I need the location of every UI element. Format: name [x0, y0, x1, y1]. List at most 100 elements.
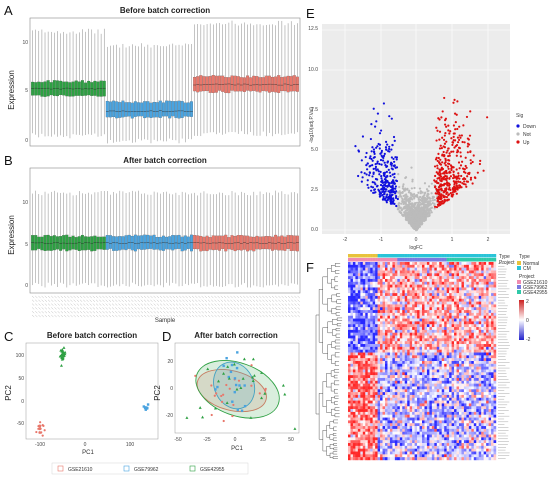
point-GSE42955 [281, 383, 285, 387]
point-GSE21610 [35, 430, 38, 434]
sample-label [156, 303, 160, 306]
point-not [433, 198, 436, 202]
heatmap-cell [426, 262, 430, 266]
point-down [388, 171, 391, 174]
heatmap-cell [444, 298, 447, 302]
point-down [378, 143, 382, 146]
sample-label [111, 311, 115, 314]
point-up [435, 206, 439, 209]
heatmap-cell [404, 329, 408, 333]
heatmap-cell [392, 287, 396, 291]
heatmap-cell [380, 284, 383, 288]
heatmap-cell [476, 293, 479, 297]
point-up [442, 191, 445, 194]
point-not [402, 202, 405, 206]
heatmap-cell [372, 290, 376, 294]
sample-label [249, 307, 252, 310]
heatmap-cell [454, 312, 457, 316]
heatmap-cell [397, 307, 400, 311]
project-annotation-cell [377, 258, 381, 262]
heatmap-cell [463, 295, 467, 299]
sample-label [54, 295, 57, 299]
sample-label [127, 311, 131, 314]
sample-label [175, 299, 179, 302]
heatmap-cell [409, 267, 413, 271]
sample-label [140, 311, 144, 314]
point-GSE42955 [252, 374, 256, 377]
heatmap-cell [382, 321, 386, 325]
heatmap-cell [407, 298, 410, 302]
heatmap-cell [402, 318, 405, 322]
point-up [455, 192, 458, 195]
sample-label [35, 299, 38, 302]
heatmap-cell [375, 341, 378, 345]
heatmap-cell [471, 290, 474, 294]
heatmap-cell [367, 270, 371, 274]
sample-label [191, 303, 195, 306]
heatmap-cell [436, 262, 440, 266]
panel-e-grid [322, 24, 510, 234]
sample-label [147, 295, 150, 299]
box-GSE79962 [180, 101, 184, 118]
sample-label [175, 311, 179, 314]
legend-label-gse42955: GSE42955 [200, 467, 225, 473]
box-GSE42955 [56, 236, 59, 250]
type-annotation-cell [473, 254, 477, 258]
heatmap-cell [478, 338, 482, 342]
box-GSE21610 [214, 235, 218, 250]
heatmap-cell [456, 315, 460, 319]
sample-label [118, 299, 121, 302]
sample-label [86, 303, 89, 306]
type-annotation-cell [394, 254, 398, 258]
heatmap-cell [402, 281, 405, 285]
heatmap-cell [451, 287, 455, 291]
heatmap-cell [471, 304, 474, 308]
point-down [370, 123, 373, 126]
heatmap-cell [412, 310, 415, 314]
heatmap-cell [459, 276, 462, 280]
point-up [445, 151, 448, 154]
sample-label [275, 311, 278, 314]
point-not [426, 190, 429, 193]
type-annotation-cell [424, 254, 428, 258]
heatmap-cell [377, 307, 381, 311]
sample-label [111, 307, 115, 310]
heatmap-cell [461, 301, 465, 305]
heatmap-cell [348, 335, 351, 339]
heatmap-cell [441, 332, 445, 336]
sample-label [179, 299, 182, 302]
heatmap-cell [461, 278, 465, 282]
point-not [423, 211, 426, 215]
heatmap-cell [481, 312, 484, 316]
sample-label [76, 295, 80, 299]
heatmap-cell [434, 327, 437, 331]
point-not [404, 187, 407, 190]
box-GSE79962 [133, 101, 137, 117]
sample-label [31, 307, 35, 310]
box-GSE21610 [252, 236, 256, 252]
sample-label [102, 295, 105, 299]
point-up [457, 180, 460, 183]
sample-label [127, 314, 131, 318]
heatmap-cell [409, 273, 413, 277]
sample-label [211, 311, 214, 314]
box-GSE79962 [105, 100, 109, 118]
project-annotation-cell [419, 258, 423, 262]
heatmap-cell [444, 321, 447, 325]
heatmap-cell [412, 341, 415, 345]
heatmap-cell [449, 281, 452, 285]
point-down [390, 164, 393, 167]
heatmap-cell [385, 276, 388, 280]
heatmap-cell [454, 270, 457, 274]
point-up [469, 178, 472, 181]
heatmap-cell [486, 293, 489, 297]
heatmap-cell [488, 284, 492, 288]
sample-label [252, 299, 256, 302]
heatmap-cell [407, 301, 410, 305]
point-down [386, 193, 389, 196]
project-annotation-cell [360, 258, 363, 262]
sample-label [262, 307, 265, 310]
heatmap-cell [426, 321, 430, 325]
type-annotation-cell [459, 254, 462, 258]
point-not [428, 211, 431, 215]
